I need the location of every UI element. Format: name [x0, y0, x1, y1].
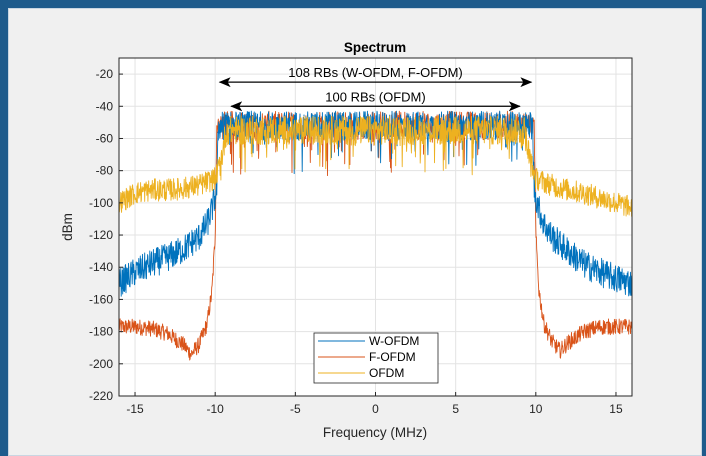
x-axis-label: Frequency (MHz)	[323, 425, 427, 440]
y-tick-label: -220	[89, 389, 113, 403]
y-tick-label: -20	[96, 67, 114, 81]
y-tick-label: -60	[96, 131, 114, 145]
x-tick-label: -15	[126, 402, 144, 416]
x-tick-label: 15	[609, 402, 623, 416]
chart-title: Spectrum	[344, 40, 406, 55]
y-tick-label: -140	[89, 260, 113, 274]
y-tick-label: -80	[96, 164, 114, 178]
y-tick-label: -40	[96, 99, 114, 113]
annotations: 108 RBs (W-OFDM, F-OFDM) 100 RBs (OFDM)	[218, 65, 533, 112]
y-tick-label: -180	[89, 325, 113, 339]
series-layer	[119, 110, 632, 361]
annotation-label: 108 RBs (W-OFDM, F-OFDM)	[288, 65, 463, 80]
x-tick-label: 10	[529, 402, 543, 416]
legend-label-f-ofdm: F-OFDM	[369, 350, 416, 364]
y-tick-label: -160	[89, 292, 113, 306]
legend: W-OFDM F-OFDM OFDM	[313, 332, 439, 384]
y-tick-label: -120	[89, 228, 113, 242]
x-tick-label: 5	[452, 402, 459, 416]
x-tick-label: -5	[290, 402, 301, 416]
x-tick-label: 0	[372, 402, 379, 416]
y-axis-label: dBm	[60, 213, 75, 241]
series-line-ofdm	[119, 115, 632, 217]
legend-label-w-ofdm: W-OFDM	[369, 334, 419, 348]
x-tick-label: -10	[207, 402, 225, 416]
y-tick-label: -100	[89, 196, 113, 210]
y-tick-label: -200	[89, 357, 113, 371]
legend-label-ofdm: OFDM	[369, 366, 404, 380]
annotation-label: 100 RBs (OFDM)	[325, 89, 425, 104]
ticks: -15 -10 -5 0 5 10 15 -20 -40 -60 -80 -100 -120 -140 -1…	[89, 67, 623, 416]
